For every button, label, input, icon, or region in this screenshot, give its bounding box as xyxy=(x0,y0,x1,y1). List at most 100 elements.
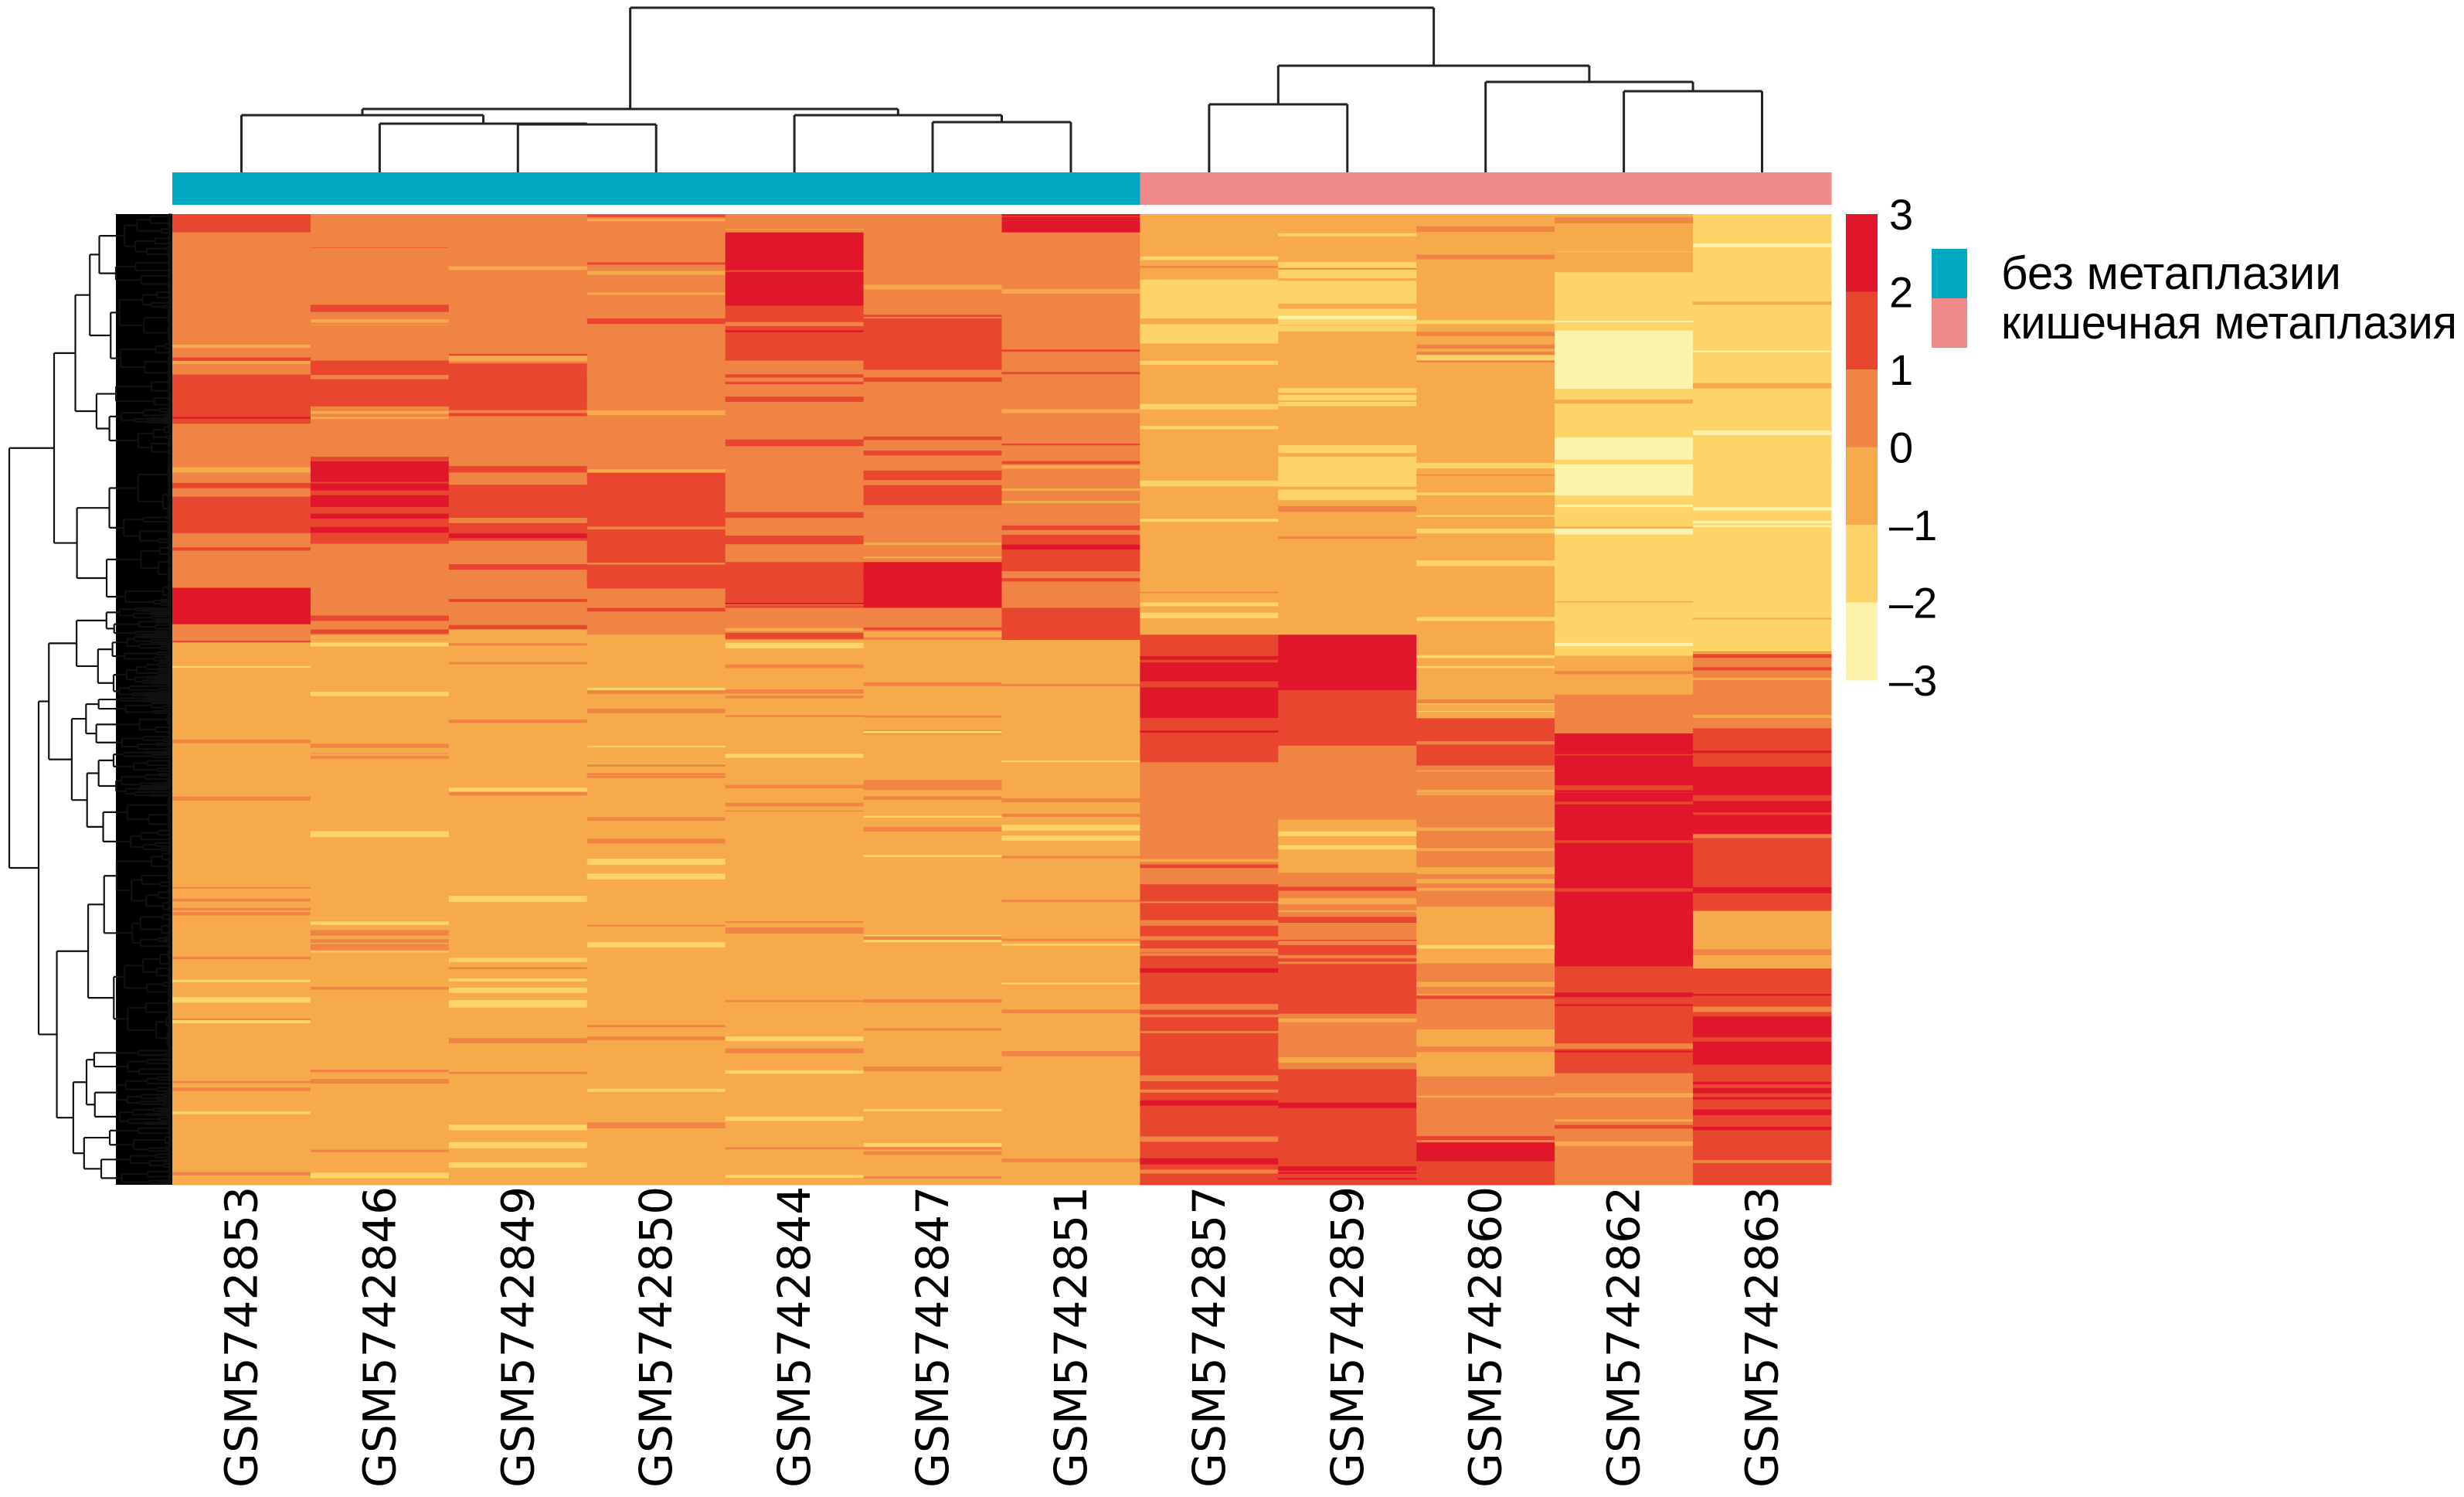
heatmap-cell xyxy=(1278,303,1417,309)
heatmap-cell xyxy=(172,1172,311,1175)
heatmap-cell xyxy=(725,898,865,902)
heatmap-cell xyxy=(1555,671,1694,675)
heatmap-cell xyxy=(1416,515,1555,517)
heatmap-cell xyxy=(863,855,1002,858)
heatmap-cell xyxy=(725,935,865,941)
heatmap-cell xyxy=(1555,656,1694,662)
heatmap-cell xyxy=(863,434,1002,437)
heatmap-cell xyxy=(1278,666,1417,670)
heatmap-cell xyxy=(1555,569,1694,573)
heatmap-cell xyxy=(586,515,726,519)
heatmap-cell xyxy=(1140,480,1279,487)
heatmap-cell xyxy=(586,404,726,409)
heatmap-cell xyxy=(1001,745,1140,747)
heatmap-cell xyxy=(1278,1093,1417,1097)
heatmap-cell xyxy=(725,915,865,920)
heatmap-cell xyxy=(1416,214,1555,262)
heatmap-cell xyxy=(1001,1068,1140,1072)
heatmap-cell xyxy=(1416,1104,1555,1111)
heatmap-cell xyxy=(863,936,1002,941)
heatmap-cell xyxy=(172,214,311,233)
heatmap-cell xyxy=(448,1005,588,1008)
heatmap-cell xyxy=(448,763,588,765)
heatmap-cell xyxy=(1001,639,1140,1186)
heatmap-cell xyxy=(1278,642,1417,648)
heatmap-cell xyxy=(172,354,311,358)
heatmap-cell xyxy=(310,215,450,221)
heatmap-cell xyxy=(448,581,588,587)
heatmap-cell xyxy=(725,825,865,830)
heatmap-cell xyxy=(1693,288,1832,294)
heatmap-cell xyxy=(1278,499,1417,501)
heatmap-cell xyxy=(1140,433,1279,439)
heatmap-cell xyxy=(586,839,726,844)
heatmap-cell xyxy=(725,845,865,849)
heatmap-cell xyxy=(725,1175,865,1179)
heatmap-cell xyxy=(1416,827,1555,832)
heatmap-cell xyxy=(1278,831,1417,836)
heatmap-cell xyxy=(310,831,450,835)
heatmap-cell xyxy=(1693,319,1832,378)
heatmap-cell xyxy=(1278,1121,1417,1124)
heatmap-cell xyxy=(310,692,450,696)
heatmap-cell xyxy=(1140,602,1279,607)
heatmap-cell xyxy=(1001,313,1140,319)
heatmap-cell xyxy=(172,726,311,730)
heatmap-cell xyxy=(1416,906,1555,907)
heatmap-cell xyxy=(1416,974,1555,980)
heatmap-cell xyxy=(172,886,311,889)
heatmap-cell xyxy=(1140,681,1279,688)
heatmap-cell xyxy=(448,1071,588,1074)
heatmap-cell xyxy=(310,1079,450,1084)
heatmap-cell xyxy=(1001,253,1140,258)
heatmap-cell xyxy=(586,1076,726,1079)
heatmap-cell xyxy=(1416,352,1555,358)
heatmap-cell xyxy=(448,1026,588,1030)
heatmap-cell xyxy=(1416,1142,1555,1162)
heatmap-cell xyxy=(172,539,311,543)
heatmap-cell xyxy=(1001,409,1140,413)
column-label: GSM5742851 xyxy=(1045,1186,1097,1488)
heatmap-cell xyxy=(1555,217,1694,223)
heatmap-cell xyxy=(586,817,726,821)
heatmap-cells xyxy=(172,214,1832,1186)
heatmap-cell xyxy=(863,1028,1002,1031)
heatmap-cell xyxy=(1278,861,1417,865)
heatmap-cell xyxy=(1416,761,1555,766)
heatmap-cell xyxy=(586,492,726,498)
heatmap-column-GSM5742849 xyxy=(448,214,588,1186)
heatmap-cell xyxy=(1555,797,1694,803)
heatmap-cell xyxy=(310,549,450,553)
heatmap-cell xyxy=(1001,500,1140,504)
heatmap-cell xyxy=(1140,612,1279,618)
heatmap-cell xyxy=(586,262,726,265)
heatmap-cell xyxy=(1555,389,1694,438)
heatmap-cell xyxy=(1001,938,1140,941)
heatmap-cell xyxy=(586,768,726,772)
heatmap-cell xyxy=(1278,990,1417,994)
heatmap-cell xyxy=(1140,597,1279,603)
heatmap-cell xyxy=(1140,530,1279,537)
heatmap-cell xyxy=(1555,495,1694,555)
heatmap-cell xyxy=(1001,900,1140,903)
heatmap-cell xyxy=(1416,1085,1555,1091)
heatmap-cell xyxy=(172,956,311,960)
heatmap-cell xyxy=(172,519,311,522)
heatmap-cell xyxy=(1001,955,1140,962)
heatmap-cell xyxy=(863,284,1002,290)
heatmap-cell xyxy=(448,958,588,962)
heatmap-cell xyxy=(725,811,865,818)
heatmap-cell xyxy=(172,1060,311,1063)
heatmap-cell xyxy=(1555,320,1694,322)
heatmap-cell xyxy=(448,339,588,346)
heatmap-cell xyxy=(1001,529,1140,535)
heatmap-cell xyxy=(1555,1156,1694,1159)
heatmap-cell xyxy=(448,591,588,595)
column-label: GSM5742847 xyxy=(906,1186,959,1488)
annotation-cell-GSM5742863 xyxy=(1693,172,1832,205)
heatmap-cell xyxy=(1416,770,1555,773)
heatmap-cell xyxy=(310,490,450,495)
heatmap-cell xyxy=(172,445,311,451)
heatmap-cell xyxy=(1693,523,1832,526)
heatmap-cell xyxy=(1416,655,1555,658)
